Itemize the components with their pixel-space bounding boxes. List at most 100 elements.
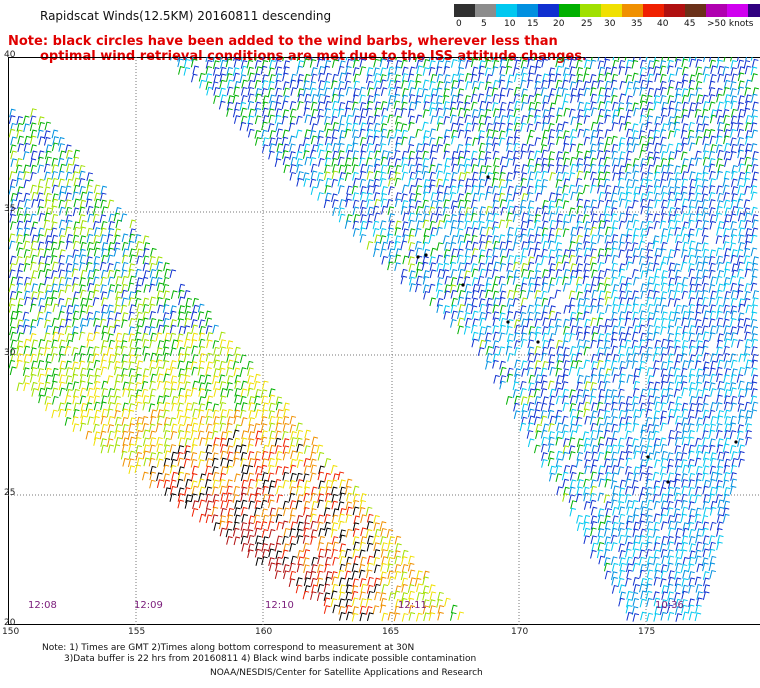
wind-barb bbox=[576, 291, 583, 301]
wind-barb bbox=[603, 205, 611, 215]
wind-barb bbox=[282, 556, 289, 566]
wind-barb bbox=[751, 346, 758, 355]
wind-barb bbox=[563, 486, 570, 496]
wind-barb bbox=[332, 604, 339, 614]
wind-barb bbox=[296, 577, 303, 586]
wind-barb bbox=[8, 185, 16, 195]
wind-barb bbox=[122, 248, 129, 258]
wind-barb bbox=[71, 283, 79, 292]
wind-barb bbox=[282, 95, 290, 104]
wind-barb bbox=[15, 157, 23, 167]
wind-barb bbox=[415, 206, 423, 215]
wind-barb bbox=[590, 129, 598, 139]
wind-barb bbox=[37, 368, 44, 377]
wind-barb bbox=[206, 86, 213, 96]
wind-barb bbox=[295, 584, 303, 594]
wind-barb bbox=[169, 464, 177, 474]
wind-barb bbox=[379, 521, 387, 530]
wind-barb bbox=[590, 157, 597, 167]
wind-barb bbox=[226, 57, 229, 62]
wind-barb bbox=[717, 359, 724, 369]
wind-barb bbox=[436, 81, 444, 90]
wind-barb bbox=[443, 74, 451, 84]
wind-barb bbox=[92, 268, 100, 278]
wind-barb bbox=[262, 402, 269, 412]
wind-barb bbox=[534, 93, 541, 103]
wind-barb bbox=[526, 114, 534, 124]
wind-barb bbox=[632, 514, 639, 523]
wind-barb bbox=[234, 346, 241, 356]
wind-barb bbox=[169, 493, 177, 502]
wind-barb bbox=[716, 93, 723, 103]
wind-barb bbox=[478, 114, 486, 124]
wind-barb bbox=[745, 423, 752, 433]
legend-swatch bbox=[538, 4, 559, 17]
wind-barb bbox=[688, 598, 695, 608]
wind-barb bbox=[16, 170, 24, 180]
wind-barb bbox=[365, 506, 373, 516]
wind-barb bbox=[640, 270, 647, 279]
wind-barb bbox=[652, 59, 660, 69]
wind-barb bbox=[29, 227, 37, 236]
wind-barb bbox=[654, 122, 661, 132]
wind-barb bbox=[688, 268, 696, 278]
wind-barb bbox=[449, 101, 457, 111]
wind-barb bbox=[86, 311, 94, 321]
wind-barb bbox=[100, 359, 107, 369]
wind-barb bbox=[708, 157, 716, 167]
wind-barb bbox=[701, 557, 709, 567]
wind-barb bbox=[352, 164, 359, 173]
wind-barb bbox=[695, 129, 702, 139]
wind-barb bbox=[79, 367, 87, 377]
wind-barb bbox=[255, 88, 262, 97]
wind-barb bbox=[653, 485, 660, 495]
wind-barb bbox=[80, 241, 87, 251]
wind-barb bbox=[534, 74, 542, 83]
wind-barb bbox=[17, 297, 24, 307]
wind-barb bbox=[387, 66, 395, 76]
wind-barb bbox=[330, 116, 338, 125]
wind-barb bbox=[283, 527, 291, 537]
wind-barb bbox=[17, 332, 24, 342]
wind-barb bbox=[505, 57, 508, 62]
wind-barb bbox=[296, 459, 304, 469]
wind-barb bbox=[639, 149, 646, 159]
wind-barb bbox=[234, 514, 241, 524]
wind-barb bbox=[604, 72, 612, 82]
wind-barb bbox=[519, 311, 527, 321]
wind-barb bbox=[372, 205, 380, 215]
wind-barb bbox=[576, 170, 584, 180]
legend-swatch bbox=[685, 4, 706, 17]
wind-barb bbox=[73, 226, 80, 236]
wind-barb bbox=[533, 57, 536, 61]
wind-barb bbox=[135, 268, 142, 278]
wind-barb bbox=[612, 485, 620, 495]
wind-barb bbox=[673, 478, 681, 488]
wind-barb bbox=[492, 311, 500, 320]
wind-barb bbox=[408, 94, 416, 103]
wind-barb bbox=[422, 213, 430, 223]
wind-barb bbox=[626, 220, 633, 230]
wind-barb bbox=[680, 129, 688, 139]
wind-barb bbox=[751, 359, 758, 369]
wind-barb bbox=[108, 339, 115, 349]
wind-barb bbox=[253, 381, 261, 390]
wind-barb bbox=[520, 220, 528, 230]
wind-barb bbox=[436, 170, 443, 180]
wind-barb bbox=[93, 416, 100, 425]
wind-barb bbox=[213, 437, 220, 446]
wind-barb bbox=[233, 451, 240, 461]
wind-barb bbox=[470, 263, 478, 272]
wind-barb bbox=[737, 438, 744, 447]
wind-barb bbox=[478, 178, 486, 188]
wind-barb bbox=[666, 360, 674, 370]
wind-barb bbox=[597, 234, 604, 244]
wind-barb bbox=[128, 263, 136, 272]
wind-barb bbox=[450, 604, 458, 614]
wind-barb bbox=[591, 332, 599, 341]
wind-barb bbox=[667, 486, 675, 496]
wind-barb bbox=[575, 177, 583, 187]
wind-barb bbox=[303, 564, 310, 574]
wind-barb bbox=[449, 185, 457, 195]
wind-barb bbox=[708, 185, 716, 194]
